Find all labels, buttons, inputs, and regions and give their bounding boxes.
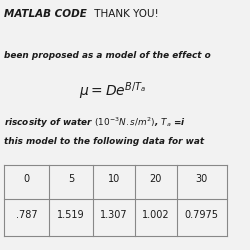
Text: 20: 20 <box>150 174 162 184</box>
Text: THANK YOU!: THANK YOU! <box>91 9 158 19</box>
Text: 0.7975: 0.7975 <box>185 210 219 220</box>
Text: 1.307: 1.307 <box>100 210 128 220</box>
Text: $\mu = De^{B/T_a}$: $\mu = De^{B/T_a}$ <box>79 80 146 102</box>
Text: this model to the following data for wat: this model to the following data for wat <box>4 137 204 146</box>
Text: .787: .787 <box>16 210 37 220</box>
Text: 1.519: 1.519 <box>57 210 85 220</box>
Text: 1.002: 1.002 <box>142 210 170 220</box>
Text: 5: 5 <box>68 174 74 184</box>
Text: 30: 30 <box>196 174 208 184</box>
Text: riscosity of water $(10^{-3}N.s/m^2)$, $T_a$ =i: riscosity of water $(10^{-3}N.s/m^2)$, $… <box>4 115 186 130</box>
Text: MATLAB CODE: MATLAB CODE <box>4 9 86 19</box>
Text: been proposed as a model of the effect o: been proposed as a model of the effect o <box>4 51 210 60</box>
Text: 10: 10 <box>108 174 120 184</box>
Text: 0: 0 <box>23 174 30 184</box>
